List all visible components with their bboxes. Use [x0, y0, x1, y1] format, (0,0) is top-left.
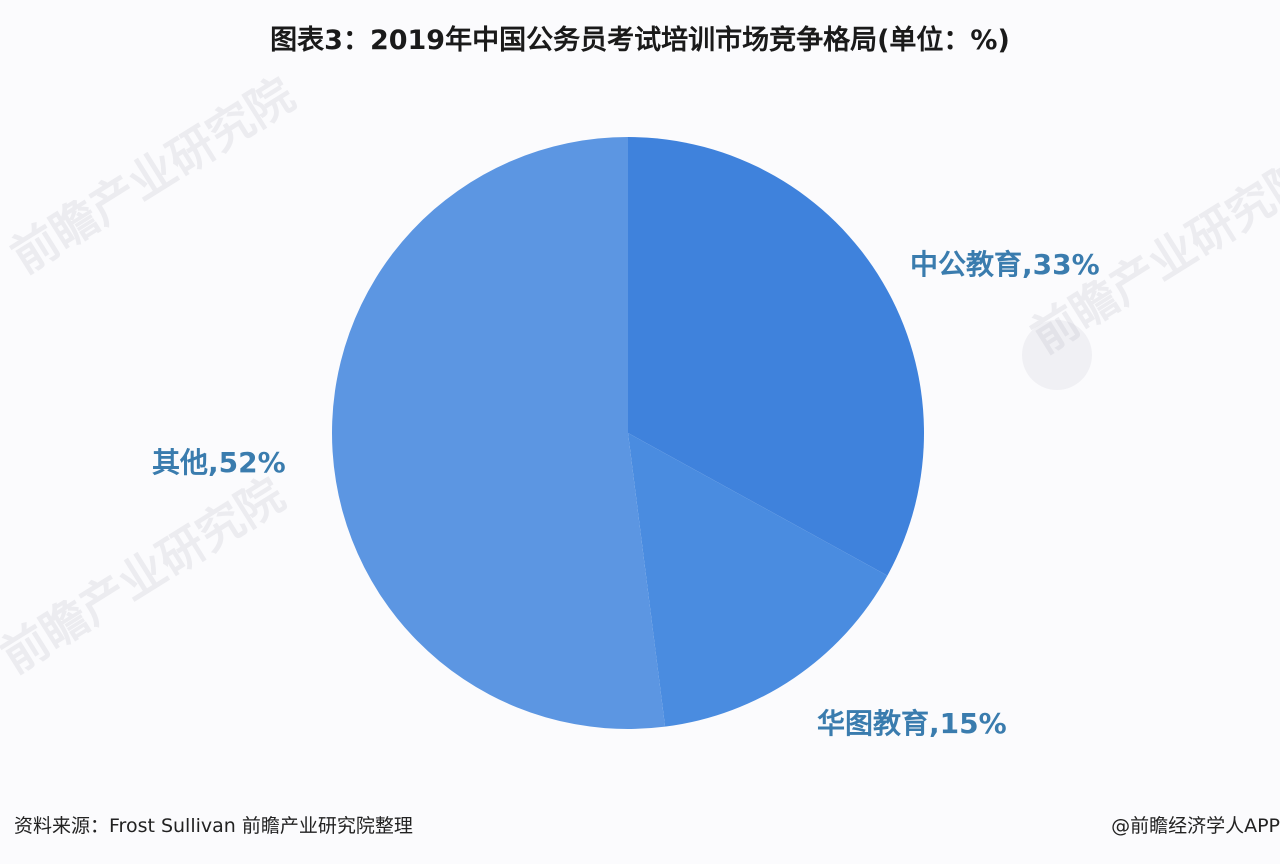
source-note: 资料来源：Frost Sullivan 前瞻产业研究院整理 [14, 815, 413, 837]
credit-note: @前瞻经济学人APP [1111, 815, 1280, 837]
slice-label-huatu: 华图教育,15% [817, 707, 1007, 740]
slice-huatu [628, 433, 888, 727]
slice-label-other: 其他,52% [152, 446, 286, 479]
slice-zhonggong [628, 137, 924, 576]
slice-other [332, 137, 666, 729]
slice-label-zhonggong: 中公教育,33% [910, 248, 1100, 281]
chart-title: 图表3：2019年中国公务员考试培训市场竞争格局(单位：%) [270, 25, 1010, 56]
